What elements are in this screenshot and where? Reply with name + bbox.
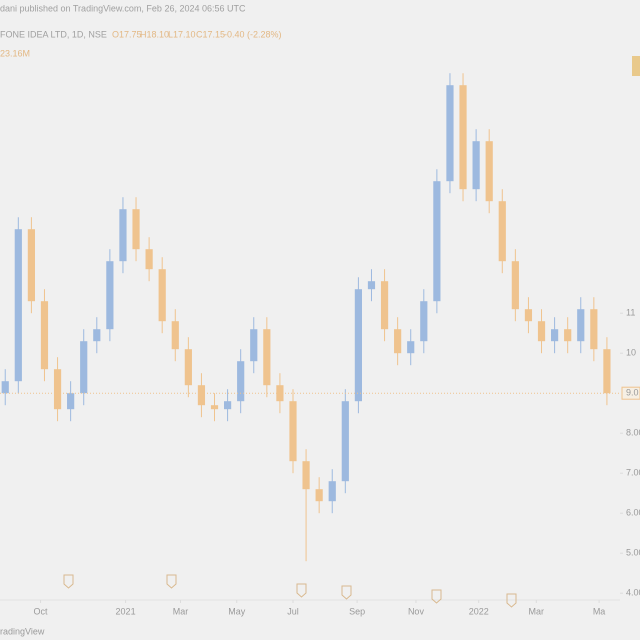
x-tick-label: Jul <box>287 606 299 616</box>
candle-body <box>354 289 362 402</box>
candle-body <box>433 181 441 302</box>
x-tick-label: Mar <box>173 606 189 616</box>
candle-body <box>27 229 35 302</box>
candle-body <box>53 369 62 410</box>
x-tick-label: 2022 <box>469 606 489 616</box>
x-tick-label: Ma <box>593 606 606 616</box>
candle-body <box>341 401 349 482</box>
candle-body <box>197 385 206 406</box>
candle-body <box>564 329 572 342</box>
candle-body <box>407 341 415 354</box>
earnings-marker <box>63 574 74 589</box>
x-tick-label: Oct <box>34 606 49 616</box>
y-tick-label: 7.00 <box>626 468 640 478</box>
candle-body <box>459 85 467 190</box>
candle-body <box>250 329 258 362</box>
ohlc-change: -0.40 (-2.28%) <box>224 29 282 39</box>
candle-body <box>446 85 454 182</box>
candle-body <box>551 329 559 342</box>
candle-body <box>171 321 179 350</box>
last-price-box <box>621 386 640 400</box>
candle-body <box>472 141 480 190</box>
candle-body <box>315 489 323 502</box>
earnings-markers <box>63 574 517 608</box>
candle-body <box>223 401 232 410</box>
y-tick-label: 5.00 <box>626 548 640 558</box>
candle-body <box>420 301 428 342</box>
candle-body <box>119 209 127 262</box>
y-tick-label: 4.00 <box>626 588 640 598</box>
candle-body <box>537 321 546 342</box>
candle-body <box>511 261 519 310</box>
y-tick-label: 8.00 <box>626 428 640 438</box>
x-tick-label: Sep <box>349 606 365 616</box>
volume: 23.16M <box>0 48 30 58</box>
candle-body <box>158 269 166 322</box>
last-price-label: 9.0 <box>626 388 639 398</box>
ohlc-high: H18.10 <box>140 29 169 39</box>
earnings-marker <box>296 583 307 598</box>
earnings-marker <box>341 585 352 600</box>
candle-body <box>93 329 101 342</box>
candle-body <box>394 329 402 354</box>
candle-body <box>237 361 245 402</box>
x-tick-label: 2021 <box>116 606 136 616</box>
price-flag <box>632 56 640 76</box>
candle-body <box>380 281 389 330</box>
earnings-marker <box>506 593 517 608</box>
candle-body <box>603 349 611 394</box>
candle-body <box>498 201 506 262</box>
candle-body <box>302 461 310 490</box>
candle-body <box>14 229 22 382</box>
candle-body <box>524 309 533 322</box>
candle-body <box>367 281 376 290</box>
candle-body <box>590 309 598 350</box>
publisher-line: dani published on TradingView.com, Feb 2… <box>0 3 246 13</box>
candle-body <box>80 341 88 394</box>
candle-body <box>132 209 140 250</box>
y-tick-label: 6.00 <box>626 508 640 518</box>
candle-body <box>184 349 192 386</box>
earnings-marker <box>431 589 442 604</box>
candle-body <box>263 329 271 386</box>
candle-body <box>145 249 153 270</box>
candle-body <box>485 141 493 202</box>
candle-body <box>40 301 49 370</box>
symbol: FONE IDEA LTD, 1D, NSE <box>0 29 107 39</box>
x-tick-label: May <box>228 606 246 616</box>
brand: radingView <box>0 626 45 636</box>
candle-body <box>67 393 75 410</box>
ohlc-close: C17.15 <box>196 29 225 39</box>
ohlc-open: O17.75 <box>112 29 142 39</box>
candle-body <box>106 261 114 330</box>
candle-body <box>1 381 9 394</box>
candle-body <box>577 309 585 342</box>
x-tick-label: Mar <box>529 606 545 616</box>
candle-body <box>289 401 297 462</box>
x-tick-label: Nov <box>408 606 425 616</box>
candle-body <box>210 405 219 410</box>
ohlc-low: L17.10 <box>168 29 196 39</box>
candle-body <box>328 481 336 502</box>
earnings-marker <box>166 574 177 589</box>
y-tick-label: 10 <box>626 348 636 358</box>
y-tick-label: 11 <box>626 308 635 318</box>
